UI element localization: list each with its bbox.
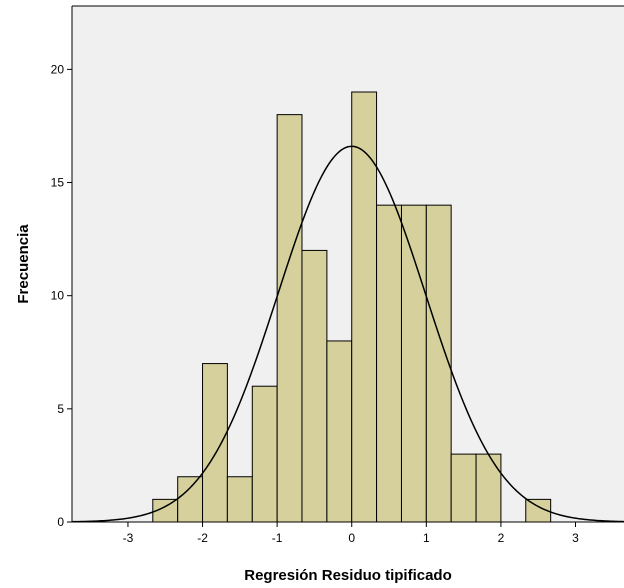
y-axis-ticks: 0 5 10 15 20	[51, 62, 72, 529]
x-tick-label: -1	[272, 531, 283, 545]
histogram-bar	[301, 249, 328, 523]
x-tick-label: 0	[348, 531, 355, 545]
histogram-bar	[177, 476, 204, 523]
histogram-bar	[202, 363, 228, 523]
normal-curve	[71, 145, 624, 523]
y-axis-title: Frecuencia	[15, 224, 32, 304]
x-tick-label: -3	[123, 531, 134, 545]
histogram-bar	[450, 453, 477, 523]
histogram-bar	[351, 91, 378, 523]
x-tick-label: -2	[197, 531, 208, 545]
histogram-bar	[326, 340, 353, 523]
histogram-bar	[376, 204, 402, 523]
y-tick-label: 15	[51, 176, 65, 190]
histogram-bar	[425, 204, 452, 523]
histogram-bar	[400, 204, 427, 523]
histogram-bar	[226, 476, 253, 523]
x-axis-title: Regresión Residuo tipificado	[244, 567, 452, 584]
y-tick-label: 10	[51, 289, 65, 303]
bars-group	[152, 91, 552, 523]
y-tick-label: 20	[51, 62, 65, 76]
x-tick-label: 2	[498, 531, 505, 545]
y-tick-label: 0	[57, 515, 64, 529]
histogram-bar	[276, 114, 303, 523]
x-axis-ticks: -3 -2 -1 0 1 2 3	[123, 522, 579, 545]
y-tick-label: 5	[57, 402, 64, 416]
x-tick-label: 3	[572, 531, 579, 545]
x-tick-label: 1	[423, 531, 430, 545]
histogram-bar	[475, 453, 502, 523]
histogram-bar	[251, 385, 278, 523]
